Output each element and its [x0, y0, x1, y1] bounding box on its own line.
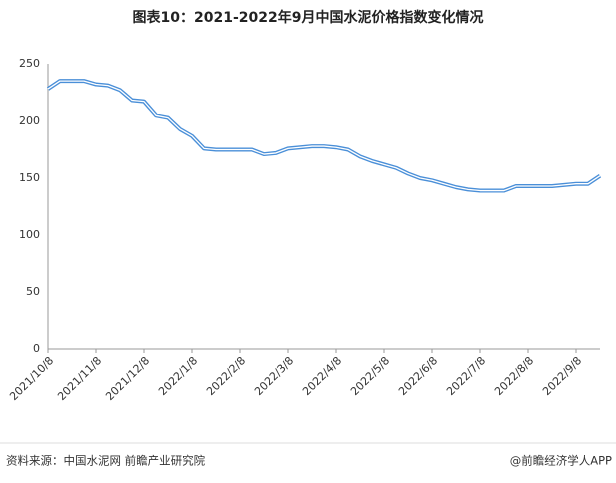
y-tick-label: 100: [19, 228, 40, 241]
x-tick-label: 2022/4/8: [300, 354, 344, 398]
x-tick-label: 2022/9/8: [540, 354, 584, 398]
y-tick-label: 250: [19, 57, 40, 70]
chart-title: 图表10：2021-2022年9月中国水泥价格指数变化情况: [133, 9, 484, 26]
x-tick-label: 2021/12/8: [103, 354, 152, 403]
y-tick-label: 150: [19, 171, 40, 184]
x-tick-label: 2022/2/8: [204, 354, 248, 398]
x-tick-label: 2022/6/8: [396, 354, 440, 398]
x-tick-label: 2022/7/8: [444, 354, 488, 398]
x-tick-label: 2022/8/8: [492, 354, 536, 398]
y-tick-label: 0: [33, 342, 40, 355]
x-tick-label: 2021/11/8: [55, 354, 104, 403]
x-tick-label: 2022/5/8: [348, 354, 392, 398]
x-tick-label: 2022/3/8: [252, 354, 296, 398]
line: [46, 79, 602, 193]
credit: @前瞻经济学人APP: [510, 454, 612, 468]
y-tick-label: 200: [19, 114, 40, 127]
source: 资料来源：中国水泥网 前瞻产业研究院: [6, 454, 206, 468]
x-tick-label: 2022/1/8: [156, 354, 200, 398]
y-tick-label: 50: [26, 285, 40, 298]
line-highlight: [47, 80, 601, 192]
x-tick-label: 2021/10/8: [7, 354, 56, 403]
